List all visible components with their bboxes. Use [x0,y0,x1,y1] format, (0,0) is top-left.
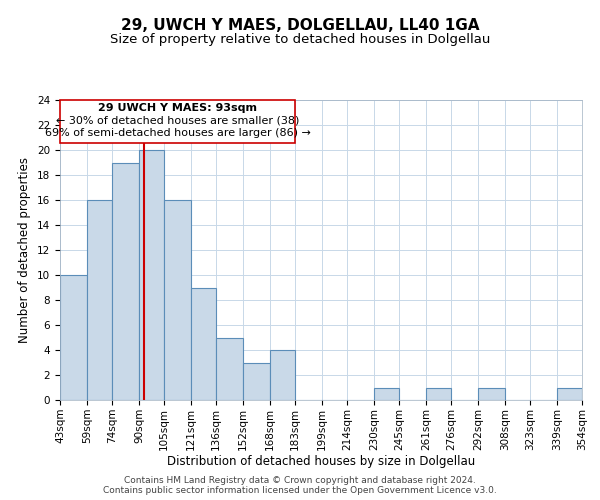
Text: Contains public sector information licensed under the Open Government Licence v3: Contains public sector information licen… [103,486,497,495]
X-axis label: Distribution of detached houses by size in Dolgellau: Distribution of detached houses by size … [167,456,475,468]
Bar [374,388,399,400]
Text: Contains HM Land Registry data © Crown copyright and database right 2024.: Contains HM Land Registry data © Crown c… [124,476,476,485]
Bar [191,288,216,400]
Bar [426,388,451,400]
Bar [478,388,505,400]
Bar [270,350,295,400]
Bar [60,275,87,400]
Text: 69% of semi-detached houses are larger (86) →: 69% of semi-detached houses are larger (… [44,128,310,138]
Y-axis label: Number of detached properties: Number of detached properties [19,157,31,343]
Bar [87,200,112,400]
Bar [216,338,243,400]
Bar [557,388,582,400]
Bar [243,362,270,400]
Bar [164,200,191,400]
Text: 29 UWCH Y MAES: 93sqm: 29 UWCH Y MAES: 93sqm [98,103,257,113]
Bar [112,162,139,400]
Text: 29, UWCH Y MAES, DOLGELLAU, LL40 1GA: 29, UWCH Y MAES, DOLGELLAU, LL40 1GA [121,18,479,32]
Text: ← 30% of detached houses are smaller (38): ← 30% of detached houses are smaller (38… [56,115,299,125]
Bar [139,150,164,400]
Text: Size of property relative to detached houses in Dolgellau: Size of property relative to detached ho… [110,32,490,46]
FancyBboxPatch shape [60,100,295,142]
